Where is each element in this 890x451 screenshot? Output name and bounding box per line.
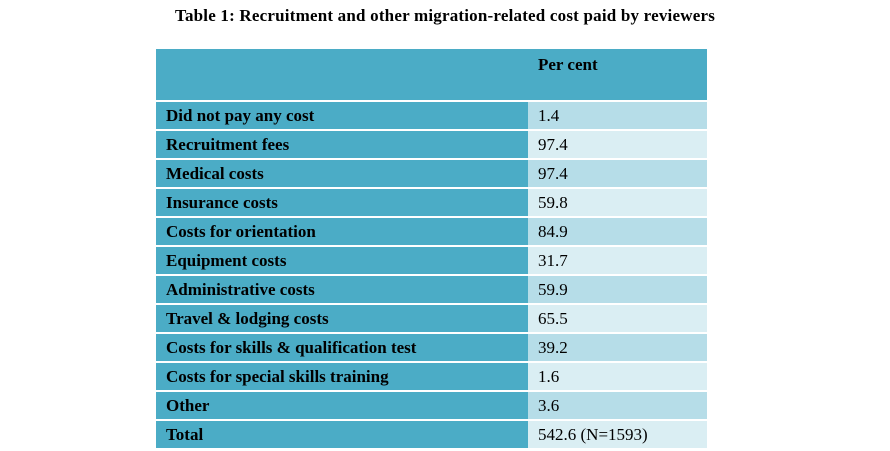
- row-label: Administrative costs: [156, 274, 528, 304]
- row-label: Total: [156, 419, 528, 448]
- table-row: Administrative costs 59.9: [156, 274, 707, 304]
- row-label: Medical costs: [156, 158, 528, 188]
- row-label: Equipment costs: [156, 245, 528, 275]
- row-value: 84.9: [528, 216, 707, 246]
- table-row: Recruitment fees 97.4: [156, 129, 707, 159]
- table-row: Costs for special skills training 1.6: [156, 361, 707, 391]
- row-label: Other: [156, 390, 528, 420]
- row-value: 39.2: [528, 332, 707, 362]
- table-row: Other 3.6: [156, 390, 707, 420]
- row-label: Insurance costs: [156, 187, 528, 217]
- table-row: Costs for orientation 84.9: [156, 216, 707, 246]
- row-label: Travel & lodging costs: [156, 303, 528, 333]
- table-row: Total 542.6 (N=1593): [156, 419, 707, 448]
- row-value: 1.6: [528, 361, 707, 391]
- table-row: Travel & lodging costs 65.5: [156, 303, 707, 333]
- table-row: Costs for skills & qualification test 39.…: [156, 332, 707, 362]
- column-header-label: [156, 49, 528, 101]
- table-row: Medical costs 97.4: [156, 158, 707, 188]
- row-value: 31.7: [528, 245, 707, 275]
- row-value: 97.4: [528, 158, 707, 188]
- row-value: 59.9: [528, 274, 707, 304]
- row-value: 3.6: [528, 390, 707, 420]
- column-header-percent: Per cent: [528, 49, 707, 101]
- cost-table: Per cent Did not pay any cost 1.4 Recruitm…: [156, 49, 707, 448]
- row-value: 542.6 (N=1593): [528, 419, 707, 448]
- table-body: Did not pay any cost 1.4 Recruitment fees 9…: [156, 100, 707, 448]
- row-value: 59.8: [528, 187, 707, 217]
- table-row: Did not pay any cost 1.4: [156, 100, 707, 130]
- row-value: 97.4: [528, 129, 707, 159]
- table-header-row: Per cent: [156, 49, 707, 101]
- row-label: Costs for special skills training: [156, 361, 528, 391]
- row-value: 65.5: [528, 303, 707, 333]
- row-label: Costs for skills & qualification test: [156, 332, 528, 362]
- table-caption: Table 1: Recruitment and other migration…: [174, 6, 716, 25]
- row-value: 1.4: [528, 100, 707, 130]
- table-row: Equipment costs 31.7: [156, 245, 707, 275]
- row-label: Did not pay any cost: [156, 100, 528, 130]
- row-label: Costs for orientation: [156, 216, 528, 246]
- row-label: Recruitment fees: [156, 129, 528, 159]
- table-row: Insurance costs 59.8: [156, 187, 707, 217]
